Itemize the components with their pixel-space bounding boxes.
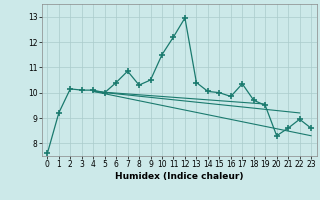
X-axis label: Humidex (Indice chaleur): Humidex (Indice chaleur) — [115, 172, 244, 181]
